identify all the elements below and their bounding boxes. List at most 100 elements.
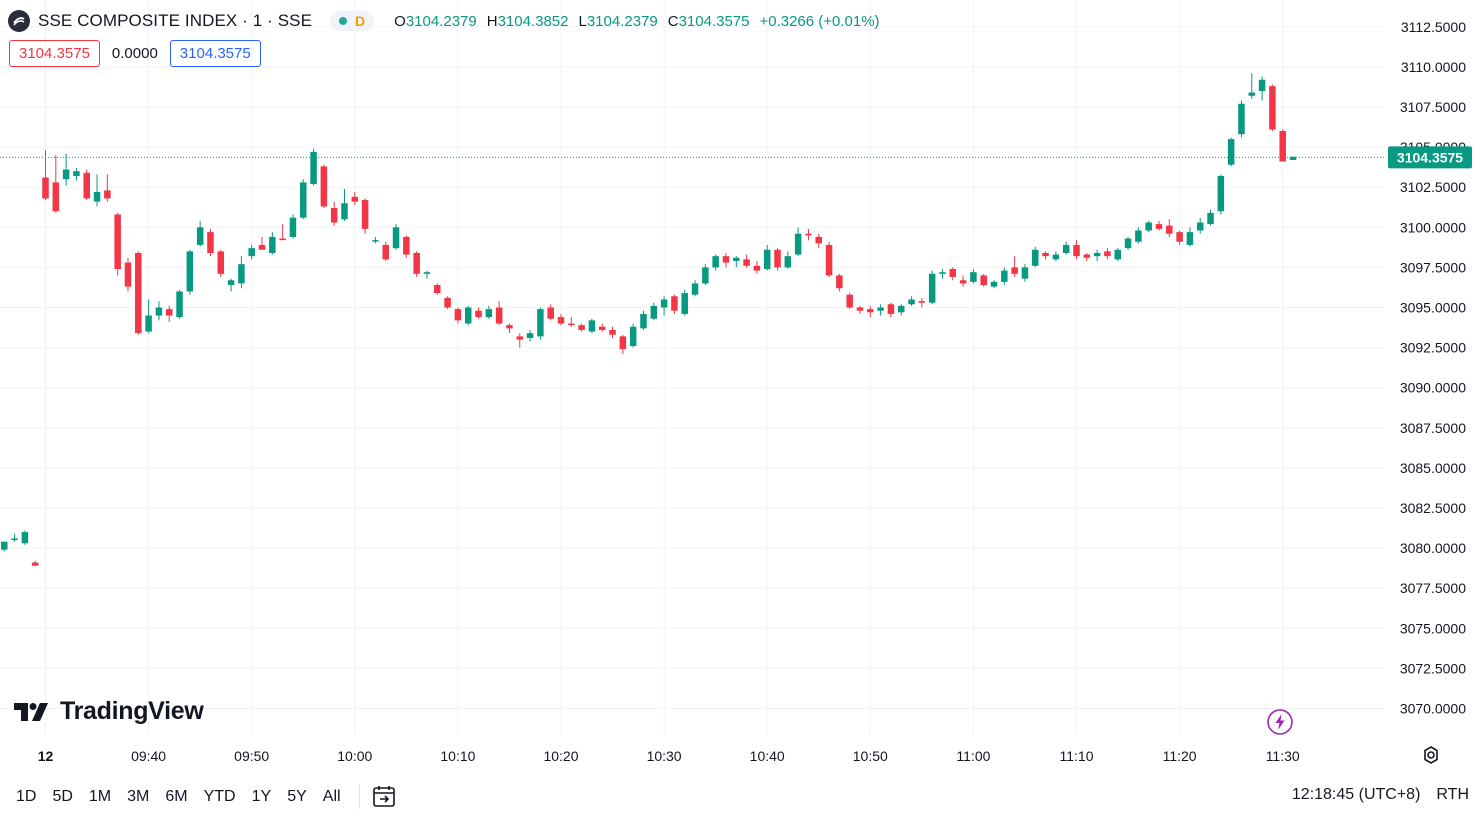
candle [1207,209,1214,226]
settings-gear-icon[interactable] [1420,744,1442,766]
candle-body [1279,131,1286,162]
candle-body [1258,79,1266,91]
ohlc-low-key: L [578,12,587,30]
candle [609,326,616,338]
candle-body [403,236,410,255]
sell-price-button[interactable]: 3104.3575 [9,40,100,67]
candle [640,310,647,330]
range-5y-button[interactable]: 5Y [287,788,307,805]
y-tick-label: 3092.5000 [1400,340,1466,356]
candle [1155,220,1163,231]
candle [227,278,235,292]
range-1d-button[interactable]: 1D [16,788,37,805]
tradingview-logo[interactable]: TradingView [14,697,204,726]
session-toggle[interactable]: RTH [1436,786,1469,803]
calendar-goto-icon[interactable] [370,782,400,812]
candle [1001,267,1008,286]
candle [877,304,884,316]
candle [341,188,348,221]
x-tick-label: 11:00 [956,748,990,764]
candle-body [1032,249,1039,266]
candle [11,533,18,542]
y-tick-label: 3100.0000 [1400,219,1466,235]
range-3m-button[interactable]: 3M [127,788,150,805]
candle [836,273,843,292]
range-1y-button[interactable]: 1Y [251,788,272,805]
last-price-tag-label: 3104.3575 [1397,149,1463,165]
candle [155,301,163,321]
candle [712,254,719,271]
candle [42,150,49,201]
candle [1145,220,1152,233]
candle [351,192,359,205]
candle-body [970,272,977,282]
range-5d-button[interactable]: 5D [52,788,73,805]
x-tick-label: 09:50 [234,748,269,764]
candle-body [825,244,833,276]
candle-body [722,256,730,263]
y-tick-label: 3090.0000 [1400,380,1466,396]
candle-body [1104,251,1111,257]
candle-body [11,538,18,541]
candle [939,269,946,279]
candle [300,179,307,220]
tradingview-logo-icon [14,702,48,721]
candle-body [526,333,534,338]
market-open-dot-icon [339,17,348,25]
candle-body [753,265,761,271]
candle-body [1001,270,1008,282]
flash-icon[interactable] [1266,708,1294,736]
candle-body [155,307,163,316]
range-all-button[interactable]: All [322,788,341,805]
candle [1196,217,1204,234]
last-price-tag-background [1388,146,1472,169]
candle [1021,264,1029,282]
x-tick-label: 09:40 [131,748,166,764]
candle [413,251,420,278]
candle [248,244,255,260]
range-ytd-button[interactable]: YTD [203,788,236,805]
candle-body [660,299,668,308]
candle-body [1011,267,1018,274]
candle [310,148,317,186]
candle [104,174,111,202]
candle [598,323,606,332]
candle-body [1,541,8,550]
candle [495,301,503,326]
candle [1083,252,1091,261]
candle-body [1248,92,1256,96]
buy-price-button[interactable]: 3104.3575 [169,40,261,67]
candle [980,273,987,287]
symbol-title[interactable]: SSE COMPOSITE INDEX · 1 · SSE [38,11,313,30]
candle-body [73,171,80,176]
candle [516,333,524,348]
candle [93,174,101,207]
price-axis[interactable]: 3112.50003110.00003107.50003105.00003102… [1400,19,1466,717]
range-1m-button[interactable]: 1M [88,788,112,805]
candle-body [1124,238,1132,249]
candle [1186,227,1194,247]
sse-logo-icon[interactable] [8,10,30,32]
y-tick-label: 3082.5000 [1400,500,1466,516]
candle [619,334,627,355]
candle [217,249,225,278]
candle [485,305,493,319]
candle-body [980,275,987,286]
clock-timezone[interactable]: 12:18:45 (UTC+8) [1291,786,1421,803]
candle-body [1073,244,1080,257]
candle-body [165,309,173,316]
candle-body [908,299,915,305]
candle-body [485,309,493,318]
candle [733,256,740,268]
ohlc-close: C3104.3575 [668,13,750,30]
horizontal-gridlines [0,26,1385,709]
time-axis[interactable]: 12 09:40 09:50 10:00 10:10 10:20 10:30 10:40 10:… [38,748,1300,764]
candle-body [928,273,936,303]
candle [928,270,936,305]
range-6m-button[interactable]: 6M [165,788,188,805]
candle [660,296,668,316]
market-status-pill[interactable]: D [330,11,375,31]
candle [124,257,132,292]
candle-body [145,315,152,332]
